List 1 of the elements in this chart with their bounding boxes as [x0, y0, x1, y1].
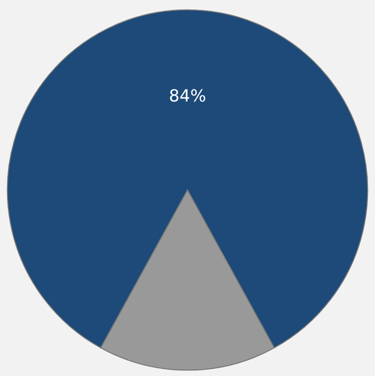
data-label: 84%: [168, 85, 206, 106]
